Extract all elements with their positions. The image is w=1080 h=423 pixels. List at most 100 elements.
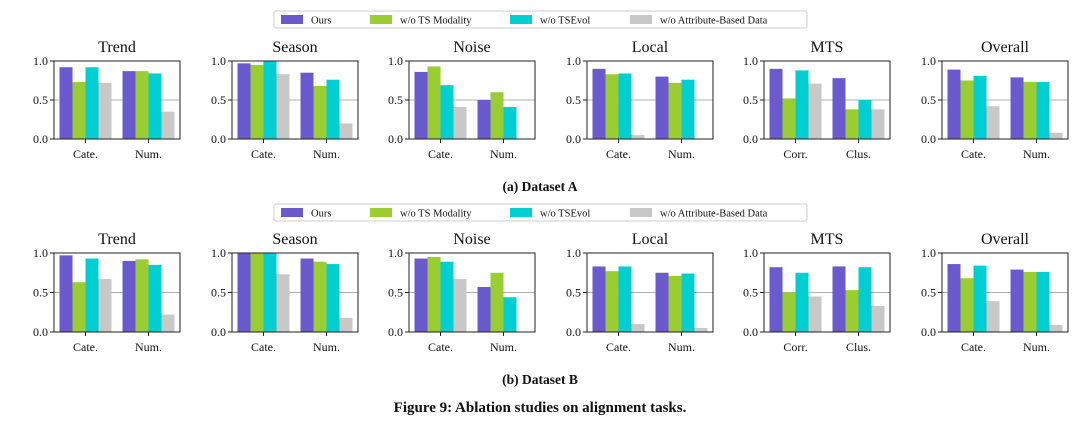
panel-title: Trend [98, 39, 136, 56]
y-tick-label: 0.5 [743, 286, 758, 300]
bar [250, 253, 264, 332]
bar [72, 282, 86, 332]
x-tick-label: Clus. [846, 147, 871, 161]
bar [1036, 82, 1050, 139]
bar [427, 256, 441, 332]
x-tick-label: Num. [135, 340, 162, 354]
bar [326, 79, 340, 139]
bar [490, 272, 504, 332]
legend: Ours w/o TS Modality w/o TSEvol w/o Attribu… [273, 10, 808, 29]
bar [85, 258, 99, 332]
y-tick-label: 0.5 [566, 93, 581, 107]
panel-title: Overall [981, 39, 1030, 56]
bar [59, 67, 73, 139]
y-tick-label: 1.0 [33, 246, 48, 260]
bar [440, 85, 454, 139]
panel-title: Local [632, 39, 669, 56]
bar [237, 63, 251, 140]
bar [858, 100, 872, 139]
bar [414, 71, 428, 139]
bar [72, 82, 86, 139]
bar [986, 301, 1000, 332]
bar [1036, 271, 1050, 332]
bar [592, 68, 606, 139]
panel-title: Local [632, 231, 669, 248]
subfigure-caption: (a) Dataset A [503, 179, 578, 194]
bar [605, 74, 619, 139]
panel-title: MTS [811, 231, 844, 248]
bar [655, 76, 669, 139]
y-tick-label: 1.0 [211, 54, 226, 68]
y-tick-label: 0.5 [33, 93, 48, 107]
legend-swatch [281, 15, 303, 24]
y-tick-label: 0.5 [388, 93, 403, 107]
bar [135, 259, 149, 332]
legend-swatch [510, 208, 532, 217]
bar [832, 266, 846, 332]
bar [694, 328, 708, 332]
panel-title: Noise [453, 231, 490, 248]
bar [490, 92, 504, 139]
y-tick-label: 0.0 [566, 325, 581, 339]
y-tick-label: 0.0 [388, 325, 403, 339]
x-tick-label: Cate. [428, 340, 453, 354]
bar [59, 255, 73, 332]
y-tick-label: 0.0 [33, 325, 48, 339]
bar [148, 73, 162, 139]
y-tick-label: 1.0 [566, 246, 581, 260]
x-tick-label: Corr. [783, 340, 807, 354]
legend-label: w/o TSEvol [540, 209, 590, 220]
legend-label: w/o Attribute-Based Data [660, 209, 768, 220]
x-tick-label: Num. [313, 340, 340, 354]
bar [414, 258, 428, 332]
legend-frame [273, 203, 808, 222]
y-tick-label: 0.5 [921, 286, 936, 300]
bar [85, 67, 99, 139]
y-tick-label: 1.0 [388, 246, 403, 260]
bar [313, 85, 327, 139]
legend-label: Ours [311, 16, 331, 27]
y-tick-label: 0.0 [33, 132, 48, 146]
bar [339, 317, 353, 332]
panel-mts: MTS Corr. Clus. 0.0 0.5 1.0 [743, 39, 891, 161]
bar [605, 271, 619, 332]
y-tick-label: 0.0 [211, 132, 226, 146]
x-tick-label: Num. [490, 340, 517, 354]
bar [237, 253, 251, 332]
bar [845, 109, 859, 139]
bar [339, 123, 353, 139]
legend-swatch [630, 15, 652, 24]
bar [960, 80, 974, 139]
bar [477, 286, 491, 332]
legend-label: w/o TS Modality [400, 209, 472, 220]
legend-swatch [281, 208, 303, 217]
bar [263, 61, 277, 139]
bar [313, 261, 327, 332]
x-tick-label: Cate. [428, 147, 453, 161]
bar [453, 279, 467, 332]
y-tick-label: 0.0 [921, 132, 936, 146]
bar [1023, 82, 1037, 139]
bar [427, 66, 441, 139]
y-tick-label: 0.0 [566, 132, 581, 146]
x-tick-label: Cate. [73, 340, 98, 354]
bar [263, 253, 277, 332]
bar [631, 324, 645, 332]
legend-swatch [370, 15, 392, 24]
y-tick-label: 0.0 [921, 325, 936, 339]
bar [276, 74, 290, 139]
x-tick-label: Num. [490, 147, 517, 161]
y-tick-label: 0.0 [211, 325, 226, 339]
panel-title: Overall [981, 231, 1030, 248]
y-tick-label: 0.5 [566, 286, 581, 300]
y-tick-label: 0.5 [921, 93, 936, 107]
panel-season: Season Cate. Num. 0.0 0.5 1.0 [211, 39, 359, 161]
bar [947, 69, 961, 139]
x-tick-label: Num. [668, 340, 695, 354]
chart-dataset-a: Ours w/o TS Modality w/o TSEvol w/o Attribu… [33, 10, 1069, 194]
bar [871, 305, 885, 332]
y-tick-label: 0.0 [388, 132, 403, 146]
y-tick-label: 1.0 [566, 54, 581, 68]
bar [668, 275, 682, 332]
legend-swatch [510, 15, 532, 24]
